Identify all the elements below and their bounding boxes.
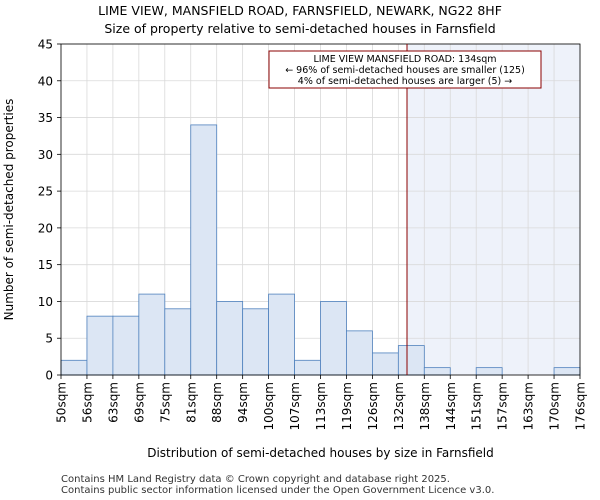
histogram-bar (86, 315, 114, 376)
x-tick-label: 94sqm (236, 382, 250, 423)
x-tick-label: 81sqm (184, 382, 198, 423)
chart-subtitle: Size of property relative to semi-detach… (104, 21, 496, 36)
histogram-bar (475, 367, 503, 376)
x-axis-label: Distribution of semi-detached houses by … (147, 446, 494, 460)
x-tick-label: 75sqm (158, 382, 172, 423)
histogram-bar (60, 359, 88, 376)
bars-layer (60, 124, 581, 376)
histogram-bar (553, 367, 581, 376)
highlight-region (407, 44, 580, 375)
histogram-bar (397, 345, 425, 376)
histogram-bar (242, 308, 269, 376)
x-tick-label: 113sqm (314, 382, 328, 430)
y-tick-label: 5 (45, 332, 53, 346)
x-tick-label: 176sqm (574, 382, 588, 430)
footer-line-1: Contains HM Land Registry data © Crown c… (61, 474, 450, 485)
chart-title: LIME VIEW, MANSFIELD ROAD, FARNSFIELD, N… (98, 3, 502, 18)
histogram-bar (164, 308, 192, 376)
histogram-bar (112, 315, 140, 376)
histogram-bar (294, 359, 321, 376)
x-tick-label: 126sqm (366, 382, 380, 430)
y-tick-label: 20 (38, 221, 53, 235)
x-tick-label: 56sqm (80, 382, 94, 423)
y-axis: 0 5 10 15 20 25 30 35 40 45 (38, 38, 61, 383)
x-tick-label: 151sqm (470, 382, 484, 430)
x-tick-label: 157sqm (496, 382, 510, 430)
histogram-bar (371, 352, 399, 376)
x-tick-label: 144sqm (444, 382, 458, 430)
footer-line-2: Contains public sector information licen… (61, 485, 495, 496)
y-tick-label: 45 (38, 38, 53, 52)
chart-title-block: LIME VIEW, MANSFIELD ROAD, FARNSFIELD, N… (0, 2, 600, 38)
x-tick-label: 69sqm (132, 382, 146, 423)
histogram-bar (268, 293, 295, 376)
y-tick-label: 40 (38, 74, 53, 88)
y-tick-label: 25 (38, 185, 53, 199)
y-tick-label: 35 (38, 111, 53, 125)
annotation-line-1: LIME VIEW MANSFIELD ROAD: 134sqm (313, 54, 496, 65)
histogram-bar (346, 330, 373, 376)
x-tick-label: 88sqm (210, 382, 224, 423)
y-tick-label: 10 (38, 295, 53, 309)
histogram-bar (423, 367, 451, 376)
x-axis: 50sqm 56sqm 63sqm 69sqm 75sqm 81sqm 88sqm 94sqm… (55, 375, 588, 430)
annotation-line-2: ← 96% of semi-detached houses are smalle… (285, 65, 525, 76)
x-tick-label: 132sqm (392, 382, 406, 430)
histogram-bar (190, 124, 218, 376)
x-tick-label: 63sqm (106, 382, 120, 423)
annotation-frame (268, 50, 542, 89)
y-tick-label: 15 (38, 258, 53, 272)
x-tick-label: 170sqm (548, 382, 562, 430)
x-tick-label: 100sqm (262, 382, 276, 430)
histogram-bar (320, 301, 347, 376)
histogram-bar (138, 293, 166, 376)
x-tick-label: 107sqm (288, 382, 302, 430)
x-tick-label: 119sqm (340, 382, 354, 430)
x-tick-label: 163sqm (522, 382, 536, 430)
footer: Contains HM Land Registry data © Crown c… (61, 474, 494, 496)
annotation-box: LIME VIEW MANSFIELD ROAD: 134sqm ← 96% o… (268, 50, 542, 89)
x-tick-label: 138sqm (418, 382, 432, 430)
y-axis-label: Number of semi-detached properties (2, 99, 16, 321)
histogram-bar (216, 301, 244, 376)
y-tick-label: 30 (38, 148, 53, 162)
x-tick-label: 50sqm (55, 382, 69, 423)
annotation-line-3: 4% of semi-detached houses are larger (5… (298, 76, 512, 87)
y-tick-label: 0 (45, 369, 53, 383)
